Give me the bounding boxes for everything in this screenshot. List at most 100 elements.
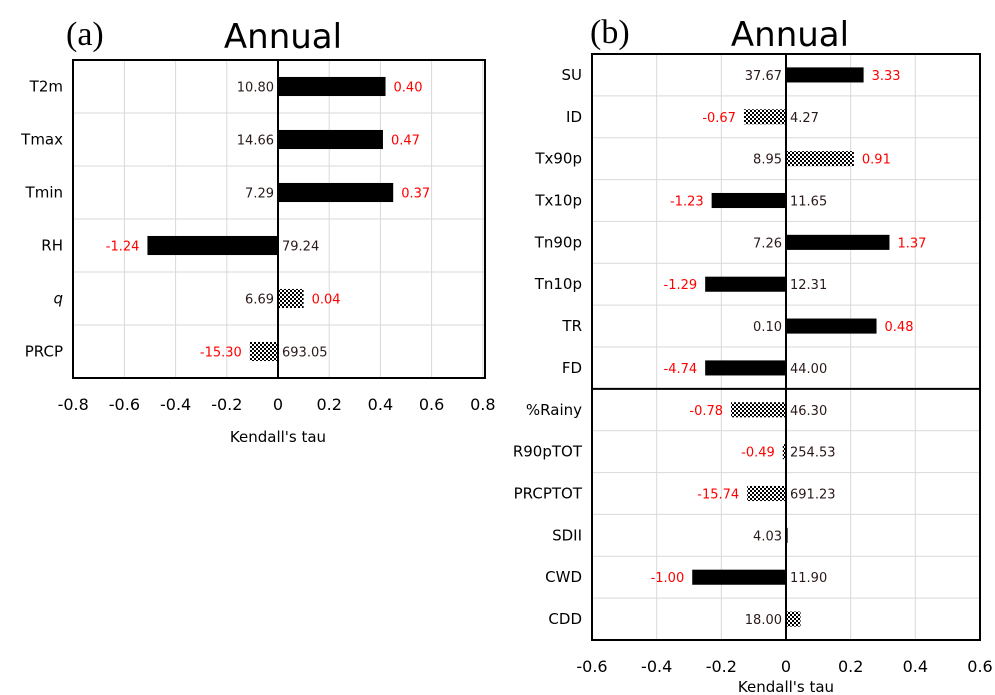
panel-b-x-tick-label: 0.6: [967, 657, 992, 676]
panel-b-x-tick-label: 0: [781, 657, 791, 676]
panel-b-trend-label: -4.74: [664, 362, 698, 377]
panel-b-x-tick-label: 0.2: [838, 657, 863, 676]
panel-b-category-label: SU: [561, 66, 582, 84]
panel-b-category-label: Tn90p: [534, 233, 582, 251]
panel-b-mean-label: 11.90: [790, 571, 827, 586]
panel-a-trend-label: 0.04: [312, 293, 341, 308]
panel-a-x-tick-label: 0.6: [419, 395, 444, 414]
panel-a-x-tick-label: -0.4: [160, 395, 191, 414]
panel-b-trend-label: -0.49: [741, 446, 775, 461]
panel-b-category-label: TR: [561, 317, 582, 335]
panel-b-category-label: CDD: [548, 610, 582, 628]
panel-b-trend-label: 0.91: [862, 153, 891, 168]
panel-b-category-label: R90pTOT: [513, 443, 583, 461]
panel-b-category-label: Tx90p: [534, 150, 582, 168]
panel-b-trend-label: -1.23: [670, 195, 704, 210]
panel-a-mean-label: 693.05: [282, 346, 328, 361]
panel-a-x-tick-label: -0.2: [211, 395, 242, 414]
panel-b-bar-id: [743, 109, 786, 125]
panel-a-mean-label: 79.24: [282, 240, 319, 255]
panel-b-plot-frame: [591, 53, 981, 641]
panel-a-plot-frame: [72, 59, 486, 379]
panel-b-category-label: %Rainy: [526, 401, 582, 419]
panel-a-x-tick-label: -0.8: [58, 395, 89, 414]
panel-b-category-label: CWD: [545, 568, 582, 586]
panel-b-mean-label: 7.26: [753, 236, 782, 251]
panel-b-category-label: PRCPTOT: [514, 485, 583, 503]
panel-b-mean-label: 37.67: [745, 69, 782, 84]
panel-b-bar-rainy: [731, 402, 786, 418]
panel-b-trend-label: -1.00: [651, 571, 685, 586]
panel-b-mean-label: 12.31: [790, 278, 827, 293]
panel-b-mean-label: 18.00: [745, 613, 782, 628]
panel-b-category-label: SDII: [552, 526, 582, 544]
panel-a-category-label: RH: [41, 237, 63, 255]
panel-a-mean-label: 7.29: [245, 187, 274, 202]
panel-a-bar-t2m: [278, 76, 386, 97]
panel-b-mean-label: 0.10: [753, 320, 782, 335]
panel-b-mean-label: 254.53: [790, 446, 836, 461]
panel-b-bar-r90ptot: [782, 444, 786, 460]
panel-a-title: Annual: [224, 17, 342, 57]
panel-b-x-axis-title: Kendall's tau: [738, 678, 834, 695]
panel-b-bar-su: [786, 67, 864, 83]
panel-a-x-tick-label: 0.8: [470, 395, 495, 414]
panel-b-x-tick-label: -0.6: [576, 657, 607, 676]
panel-a-bar-tmax: [278, 129, 383, 150]
panel-a-letter: (a): [66, 16, 104, 53]
panel-b-bar-tr: [786, 318, 877, 334]
panel-b-bar-fd: [705, 360, 786, 376]
panel-b-bar-tn90p: [786, 234, 890, 250]
panel-b-mean-label: 44.00: [790, 362, 827, 377]
panel-b-chart: (b) Annual SU 37.67 3.33 ID 4.27 -0.67 Tx90p 8.95…: [513, 14, 993, 695]
panel-a-x-tick-label: 0: [273, 395, 283, 414]
panel-a-x-tick-label: 0.4: [368, 395, 393, 414]
panel-a-bar-prcp: [249, 341, 278, 362]
panel-a-trend-label: -1.24: [106, 240, 140, 255]
panel-a-bar-rh: [147, 235, 278, 256]
panel-b-trend-label: -15.74: [697, 488, 739, 503]
panel-b-trend-label: 0.48: [885, 320, 914, 335]
panel-a-category-label: T2m: [29, 78, 63, 96]
panel-a-category-label: PRCP: [25, 343, 63, 361]
panel-a-x-tick-label: -0.6: [109, 395, 140, 414]
panel-b-letter: (b): [590, 14, 630, 51]
panel-b-bar-tx10p: [711, 192, 786, 209]
panel-a-bar-tmin: [278, 182, 394, 203]
panel-a-bar-q: [278, 288, 304, 309]
panel-a-x-axis-title: Kendall's tau: [230, 428, 326, 446]
panel-b-category-label: ID: [566, 108, 582, 126]
panel-b-trend-label: -0.78: [689, 404, 723, 419]
panel-b-bar-cwd: [692, 569, 786, 585]
panel-b-title: Annual: [731, 15, 849, 55]
panel-b-mean-label: 4.03: [753, 529, 782, 544]
panel-b-mean-label: 11.65: [790, 195, 827, 210]
panel-b-trend-label: 3.33: [872, 69, 901, 84]
panel-b-mean-label: 691.23: [790, 488, 836, 503]
panel-b-mean-label: 46.30: [790, 404, 827, 419]
panel-b-mean-label: 8.95: [753, 153, 782, 168]
panel-a-mean-label: 10.80: [237, 81, 274, 96]
panel-b-mean-label: 4.27: [790, 111, 819, 126]
panel-a-category-label: Tmin: [25, 184, 63, 202]
panel-a-mean-label: 6.69: [245, 293, 274, 308]
panel-b-bar-cdd: [786, 611, 801, 627]
panel-a-x-tick-label: 0.2: [316, 395, 341, 414]
panel-b-x-tick-label: -0.4: [641, 657, 672, 676]
panel-b-x-tick-label: 0.4: [903, 657, 928, 676]
panel-a-trend-label: -15.30: [200, 346, 242, 361]
panel-b-category-label: Tn10p: [534, 275, 582, 293]
panel-b-bar-tn10p: [705, 276, 786, 292]
panel-b-category-label: Tx10p: [534, 192, 582, 210]
panel-b-trend-label: -0.67: [702, 111, 736, 126]
panel-a-category-label: q: [53, 290, 63, 308]
panel-b-trend-label: -1.29: [664, 278, 698, 293]
panel-a-trend-label: 0.40: [394, 81, 423, 96]
panel-b-x-tick-label: -0.2: [706, 657, 737, 676]
panel-a-trend-label: 0.47: [391, 134, 420, 149]
panel-b-category-label: FD: [562, 359, 582, 377]
panel-b-trend-label: 1.37: [897, 236, 926, 251]
panel-b-bar-prcptot: [747, 485, 786, 502]
